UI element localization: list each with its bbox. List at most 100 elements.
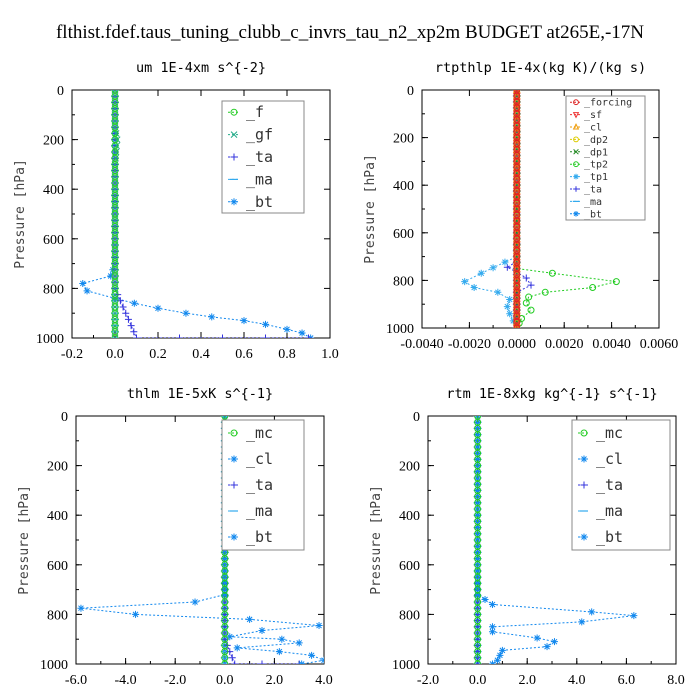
panel-3: thlm 1E-5xK s^{-1} Pressure [hPa] -6.0 -4.0… — [17, 386, 333, 688]
y-tick-label: 400 — [393, 179, 414, 194]
legend-entry: _mc — [596, 424, 623, 442]
legend-marker — [572, 123, 580, 130]
legend-entry: _tp2 — [584, 160, 608, 171]
legend-entry: _gf — [246, 126, 273, 144]
legend-entry: _bt — [246, 193, 273, 211]
data-point — [233, 644, 241, 652]
data-point — [474, 443, 482, 451]
y-tick-label: 200 — [393, 132, 414, 147]
legend-entry: _sf — [584, 110, 602, 121]
legend-entry: _ta — [246, 148, 273, 166]
data-point — [513, 324, 521, 328]
legend-box — [571, 419, 671, 551]
data-point — [496, 651, 504, 659]
data-point — [130, 328, 138, 336]
y-tick-label: 200 — [47, 460, 68, 475]
data-point — [221, 555, 229, 563]
x-tick-label: 2.0 — [266, 673, 284, 688]
data-point — [527, 306, 535, 314]
legend-entry: _cl — [246, 450, 273, 468]
panel-4: rtm 1E-8xkg kg^{-1} s^{-1} Pressure [hPa]… — [369, 386, 685, 688]
data-point — [111, 334, 119, 338]
data-point — [191, 598, 199, 606]
data-point — [488, 660, 496, 664]
data-point — [578, 618, 586, 626]
data-point — [522, 274, 530, 282]
legend-entry: _mc — [246, 424, 273, 442]
data-point — [278, 635, 286, 643]
data-point — [262, 320, 269, 328]
x-tick-label: -0.0020 — [448, 337, 491, 352]
y-tick-label: 800 — [393, 274, 414, 289]
x-tick-label: 4.0 — [315, 673, 333, 688]
x-tick-label: 0.8 — [278, 347, 296, 362]
y-tick-label: 200 — [43, 134, 64, 149]
legend-entry: _ma — [246, 170, 273, 188]
legend-entry: _cl — [584, 123, 602, 134]
panel-title: thlm 1E-5xK s^{-1} — [127, 386, 273, 402]
data-point — [315, 622, 323, 630]
data-point — [503, 303, 511, 311]
panel-title: um 1E-4xm s^{-2} — [136, 60, 266, 76]
x-tick-label: -0.2 — [61, 347, 83, 362]
x-tick-label: 2.0 — [518, 673, 536, 688]
y-axis-label: Pressure [hPa] — [13, 159, 28, 269]
data-point — [231, 660, 239, 664]
data-point — [474, 591, 482, 599]
legend-entry: _forcing — [584, 98, 632, 109]
data-point — [461, 278, 469, 286]
data-point — [221, 567, 229, 575]
panel-1: um 1E-4xm s^{-2} Pressure [hPa] -0.2 0.0 0.2… — [13, 60, 339, 362]
data-point — [514, 90, 520, 95]
data-point — [122, 309, 130, 317]
legend-marker — [573, 211, 579, 217]
legend-marker — [230, 481, 238, 489]
legend-marker — [230, 131, 238, 138]
data-point — [221, 660, 229, 664]
data-point — [474, 524, 482, 532]
x-tick-label: 0.0040 — [592, 337, 631, 352]
x-tick-label: 6.0 — [618, 673, 636, 688]
y-axis-label: Pressure [hPa] — [369, 485, 384, 595]
x-tick-label: -0.0040 — [400, 337, 443, 352]
x-tick-label: 0.0060 — [640, 337, 679, 352]
data-point — [83, 287, 91, 295]
data-point — [489, 264, 497, 272]
y-tick-label: 0 — [413, 410, 420, 425]
legend-marker — [580, 533, 588, 541]
data-point — [474, 486, 482, 494]
data-point — [219, 334, 226, 338]
data-point — [154, 304, 162, 312]
legend-entry: _ta — [584, 185, 602, 196]
legend-entry: _ta — [596, 476, 623, 494]
x-tick-label: 0.0 — [216, 673, 234, 688]
legend-marker — [580, 455, 588, 463]
series-group — [79, 90, 315, 338]
panels: um 1E-4xm s^{-2} Pressure [hPa] -0.2 0.0 0.2… — [13, 60, 685, 688]
data-point — [474, 418, 482, 426]
x-tick-label: 0.0020 — [545, 337, 584, 352]
data-point — [525, 293, 533, 301]
data-point — [498, 646, 506, 654]
legend-marker — [230, 429, 238, 437]
data-point — [477, 269, 485, 277]
data-point — [474, 468, 482, 476]
data-point — [474, 567, 482, 575]
data-point — [240, 317, 248, 325]
y-tick-label: 0 — [407, 84, 414, 99]
series-tp1 — [461, 90, 521, 328]
data-point — [246, 615, 254, 623]
y-tick-label: 600 — [43, 233, 64, 248]
data-point — [527, 281, 535, 289]
panel-title: rtm 1E-8xkg kg^{-1} s^{-1} — [446, 386, 657, 402]
y-tick-label: 600 — [47, 559, 68, 574]
legend-marker — [580, 429, 588, 437]
data-point — [494, 288, 502, 296]
data-point — [258, 660, 266, 664]
data-point — [474, 511, 482, 519]
legend-entry: _dp1 — [584, 147, 608, 158]
legend-entry: _ma — [246, 502, 273, 520]
data-point — [630, 612, 638, 620]
x-tick-label: -2.0 — [417, 673, 439, 688]
data-point — [119, 303, 127, 311]
